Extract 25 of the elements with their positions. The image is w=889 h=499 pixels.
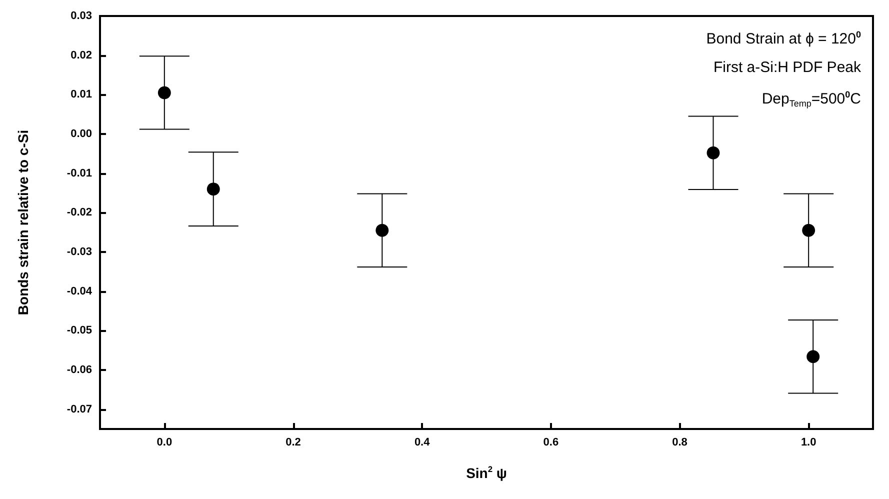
y-tick-label: 0.03 — [70, 10, 92, 22]
y-tick-label: -0.04 — [66, 285, 93, 298]
point — [376, 224, 389, 237]
annotation: First a-Si:H PDF Peak — [713, 59, 862, 76]
y-tick-label: -0.03 — [66, 246, 92, 258]
point — [158, 86, 171, 100]
x-tick-label: 0.2 — [286, 436, 301, 448]
x-tick-label: 1.0 — [800, 436, 816, 448]
point — [206, 182, 220, 196]
y-tick-label: -0.07 — [66, 403, 92, 416]
x-tick-label: 0.0 — [156, 436, 172, 448]
y-tick-label: 0.01 — [70, 88, 92, 101]
point — [806, 350, 820, 364]
x-tick-label: 0.6 — [543, 436, 559, 448]
y-tick-label: -0.02 — [66, 206, 92, 219]
y-axis-title: Bonds strain relative to c-Si — [15, 130, 31, 316]
point — [706, 146, 720, 160]
y-tick-label: -0.05 — [66, 324, 92, 337]
y-tick-label: -0.06 — [66, 364, 92, 376]
y-tick-label: 0.00 — [70, 128, 92, 140]
y-tick-label: 0.02 — [70, 49, 92, 62]
point — [802, 224, 816, 237]
y-tick-label: -0.01 — [66, 167, 92, 180]
x-tick-label: 0.4 — [414, 436, 431, 448]
x-tick-label: 0.8 — [672, 436, 688, 448]
